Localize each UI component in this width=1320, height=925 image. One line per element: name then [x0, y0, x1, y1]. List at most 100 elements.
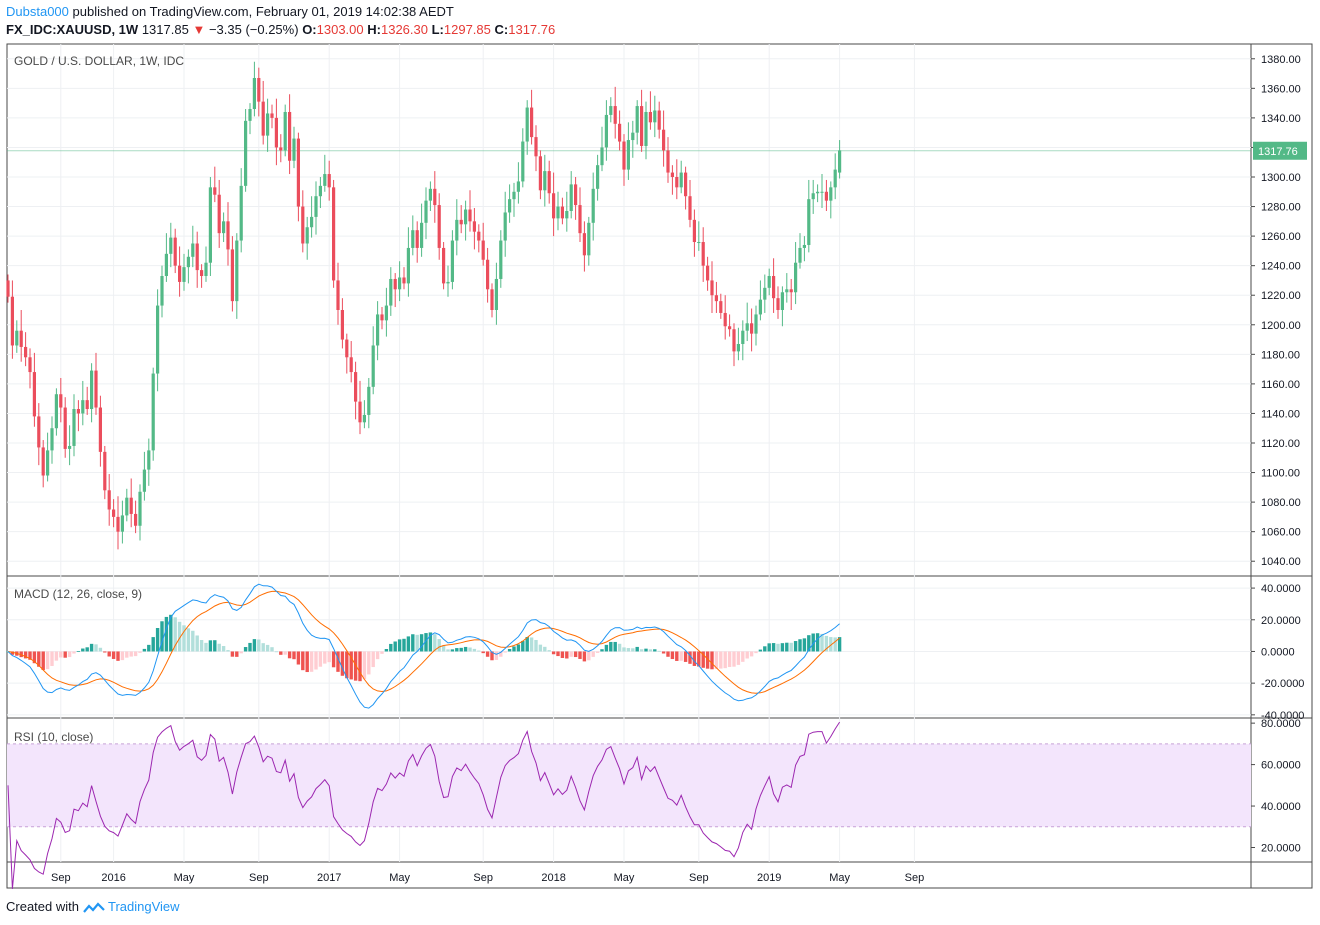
- candle: [543, 171, 547, 191]
- macd-histogram-bar: [32, 651, 37, 664]
- candle: [186, 256, 190, 268]
- macd-histogram-bar: [727, 651, 732, 667]
- candle: [160, 276, 164, 306]
- macd-histogram-bar: [129, 651, 133, 657]
- macd-histogram-bar: [639, 649, 644, 652]
- tradingview-brand[interactable]: TradingView: [108, 899, 180, 914]
- candle: [494, 278, 498, 310]
- candle: [217, 194, 221, 234]
- macd-histogram-bar: [261, 643, 265, 652]
- chart-area[interactable]: Sep 2016 May Sep 2017 May Sep 2018 May Sep 2019 May…: [0, 0, 1320, 895]
- macd-histogram-bar: [147, 644, 151, 652]
- macd-histogram-bar: [741, 651, 745, 662]
- macd-histogram-bar: [455, 648, 459, 652]
- candle: [829, 187, 833, 201]
- down-arrow-icon: ▼: [192, 22, 206, 37]
- macd-histogram-bar: [111, 651, 116, 659]
- candle: [24, 346, 28, 358]
- candle: [626, 140, 630, 170]
- macd-histogram-bar: [296, 651, 301, 665]
- candle: [72, 409, 76, 446]
- macd-histogram-bar: [375, 651, 380, 660]
- candle: [442, 247, 446, 284]
- candle: [794, 262, 798, 293]
- candle: [332, 187, 336, 281]
- macd-tick-label: 40.0000: [1261, 583, 1301, 595]
- x-tick-label: Sep: [51, 872, 71, 884]
- macd-histogram-bar: [503, 651, 507, 653]
- macd-histogram-bar: [353, 651, 358, 681]
- high-label: H:: [367, 22, 381, 37]
- candle: [371, 345, 375, 387]
- candle: [653, 110, 657, 123]
- macd-histogram-bar: [494, 651, 499, 660]
- macd-histogram-bar: [485, 651, 490, 657]
- macd-histogram-bar: [182, 625, 186, 652]
- rsi-tick-label: 40.0000: [1261, 801, 1301, 813]
- candle: [816, 191, 820, 194]
- macd-histogram-bar: [771, 643, 776, 652]
- candle: [76, 409, 80, 414]
- candle: [824, 191, 828, 201]
- x-tick-label: Sep: [905, 872, 925, 884]
- candle: [292, 138, 296, 161]
- macd-tick-label: 20.0000: [1261, 615, 1301, 627]
- candle: [741, 330, 745, 344]
- candle: [274, 117, 278, 148]
- y-tick-label: 1060.00: [1261, 527, 1301, 539]
- candle: [750, 323, 754, 334]
- candle: [446, 281, 450, 284]
- macd-histogram-bar: [710, 651, 714, 670]
- macd-histogram-bar: [331, 651, 336, 668]
- candle: [54, 394, 58, 429]
- macd-histogram-bar: [349, 651, 353, 680]
- y-tick-label: 1080.00: [1261, 497, 1301, 509]
- macd-histogram-bar: [785, 642, 789, 652]
- macd-histogram-bar: [789, 642, 793, 652]
- macd-histogram-bar: [243, 647, 248, 652]
- candle: [358, 401, 362, 423]
- symbol-label: FX_IDC:XAUUSD, 1W: [6, 22, 139, 37]
- macd-histogram-bar: [217, 643, 221, 652]
- y-tick-label: 1100.00: [1261, 468, 1300, 480]
- macd-tick-label: -20.0000: [1261, 678, 1304, 690]
- candle: [596, 165, 600, 189]
- candle: [714, 295, 718, 302]
- macd-signal-line: [7, 590, 840, 694]
- x-tick-label: May: [614, 872, 635, 884]
- candle: [367, 386, 371, 415]
- macd-histogram-bar: [428, 632, 433, 652]
- candle: [503, 212, 507, 241]
- candle: [692, 219, 696, 243]
- macd-histogram-bar: [107, 651, 111, 657]
- macd-histogram-bar: [305, 651, 309, 673]
- author-link[interactable]: Dubsta000: [6, 4, 69, 19]
- macd-histogram-bar: [10, 651, 15, 655]
- macd-histogram-bar: [732, 651, 736, 667]
- candle: [283, 111, 287, 151]
- candle: [340, 310, 344, 340]
- candle: [459, 219, 463, 225]
- macd-histogram-bar: [367, 651, 371, 675]
- candle: [723, 312, 727, 327]
- macd-histogram-bar: [551, 651, 556, 655]
- macd-histogram-bar: [283, 651, 287, 655]
- candle: [125, 497, 129, 516]
- macd-histogram-bar: [393, 641, 397, 652]
- candle: [103, 451, 107, 491]
- candle: [499, 240, 503, 279]
- candle: [310, 216, 314, 228]
- candle: [393, 278, 397, 290]
- macd-histogram-bar: [213, 640, 217, 652]
- macd-histogram-bar: [459, 647, 463, 652]
- macd-histogram-bar: [415, 634, 419, 652]
- candle: [780, 292, 784, 310]
- candle: [200, 270, 204, 277]
- macd-histogram-bar: [89, 643, 94, 652]
- candle: [679, 172, 683, 188]
- macd-histogram-bar: [679, 651, 683, 661]
- open-label: O:: [302, 22, 317, 37]
- candle: [666, 150, 670, 173]
- candle: [684, 172, 688, 197]
- candle: [640, 106, 644, 146]
